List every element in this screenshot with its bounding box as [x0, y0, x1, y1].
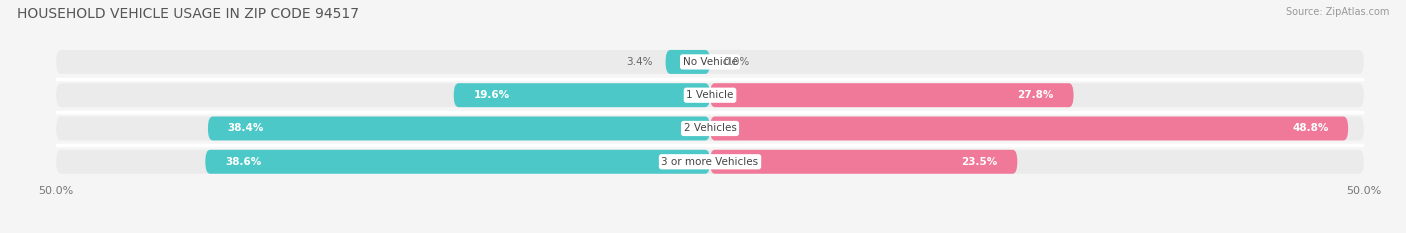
Text: No Vehicle: No Vehicle — [682, 57, 738, 67]
FancyBboxPatch shape — [710, 83, 1074, 107]
FancyBboxPatch shape — [710, 150, 1018, 174]
Text: 23.5%: 23.5% — [962, 157, 998, 167]
FancyBboxPatch shape — [56, 83, 1364, 107]
Text: Source: ZipAtlas.com: Source: ZipAtlas.com — [1285, 7, 1389, 17]
Text: 1 Vehicle: 1 Vehicle — [686, 90, 734, 100]
Text: 2 Vehicles: 2 Vehicles — [683, 123, 737, 134]
FancyBboxPatch shape — [56, 50, 1364, 74]
Text: 3 or more Vehicles: 3 or more Vehicles — [661, 157, 759, 167]
Text: 27.8%: 27.8% — [1018, 90, 1054, 100]
Text: 48.8%: 48.8% — [1292, 123, 1329, 134]
Text: 19.6%: 19.6% — [474, 90, 509, 100]
FancyBboxPatch shape — [56, 116, 1364, 140]
FancyBboxPatch shape — [56, 150, 1364, 174]
FancyBboxPatch shape — [710, 116, 1348, 140]
FancyBboxPatch shape — [208, 116, 710, 140]
FancyBboxPatch shape — [454, 83, 710, 107]
Text: HOUSEHOLD VEHICLE USAGE IN ZIP CODE 94517: HOUSEHOLD VEHICLE USAGE IN ZIP CODE 9451… — [17, 7, 359, 21]
Text: 38.4%: 38.4% — [228, 123, 264, 134]
Text: 0.0%: 0.0% — [723, 57, 749, 67]
Text: 3.4%: 3.4% — [626, 57, 652, 67]
Text: 38.6%: 38.6% — [225, 157, 262, 167]
FancyBboxPatch shape — [665, 50, 710, 74]
FancyBboxPatch shape — [205, 150, 710, 174]
